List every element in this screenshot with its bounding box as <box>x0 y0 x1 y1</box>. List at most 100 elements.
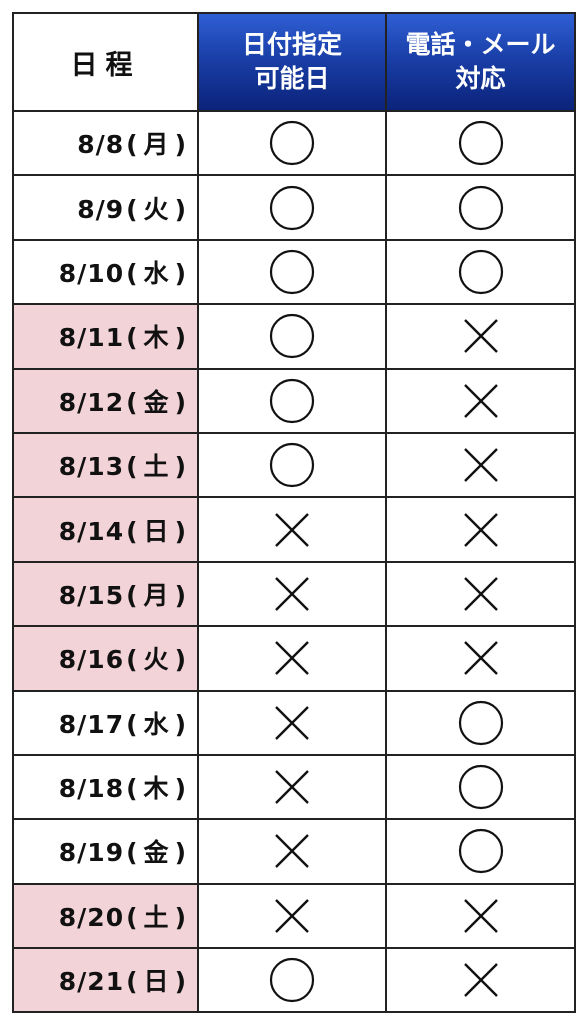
circle-mark-icon <box>458 700 503 745</box>
table-row: 8/20(土) <box>12 882 576 950</box>
weekday-text: 月 <box>143 130 170 160</box>
cross-mark-icon <box>463 319 498 354</box>
circle-mark-icon <box>458 121 503 166</box>
date-text: 8/12 <box>58 387 125 417</box>
cross-mark-icon <box>275 705 309 740</box>
date-text: 8/14 <box>58 516 125 546</box>
table-row: 8/12(金) <box>12 367 576 434</box>
date-available-cell <box>197 303 387 370</box>
date-available-cell <box>197 818 387 885</box>
contact-cell <box>385 947 576 1014</box>
cross-mark-icon <box>463 963 498 998</box>
table-row: 8/17(水) <box>12 689 576 756</box>
circle-mark-icon <box>458 185 503 230</box>
table-row: 8/8(月) <box>12 109 576 177</box>
circle-mark-icon <box>269 185 315 230</box>
contact-cell <box>385 689 576 756</box>
contact-cell <box>385 174 576 241</box>
circle-mark-icon <box>458 764 503 810</box>
header-date: 日程 <box>12 12 199 112</box>
cross-mark-icon <box>275 770 309 804</box>
weekday-text: 月 <box>143 580 170 610</box>
weekday-text: 土 <box>143 452 170 482</box>
date-cell: 8/10(水) <box>12 238 199 306</box>
weekday-text: 火 <box>143 194 170 224</box>
date-available-cell <box>197 431 387 499</box>
date-available-cell <box>197 689 387 756</box>
cross-mark-icon <box>463 899 498 933</box>
table-row: 8/10(水) <box>12 238 576 306</box>
cross-mark-icon <box>463 383 498 418</box>
date-text: 8/21 <box>58 967 125 997</box>
weekday-text: 日 <box>143 967 170 997</box>
date-available-cell <box>197 947 387 1014</box>
contact-cell <box>385 367 576 434</box>
table-row: 8/9(火) <box>12 174 576 241</box>
table-row: 8/18(木) <box>12 753 576 821</box>
contact-cell <box>385 109 576 177</box>
date-text: 8/10 <box>58 258 125 288</box>
date-cell: 8/13(土) <box>12 431 199 499</box>
weekday-text: 木 <box>143 774 170 804</box>
cross-mark-icon <box>275 512 309 547</box>
date-text: 8/18 <box>58 774 125 804</box>
date-cell: 8/15(月) <box>12 560 199 628</box>
circle-mark-icon <box>269 249 315 295</box>
date-available-cell <box>197 496 387 563</box>
date-text: 8/11 <box>58 323 125 353</box>
table-row: 8/11(木) <box>12 303 576 370</box>
circle-mark-icon <box>458 249 503 295</box>
date-cell: 8/8(月) <box>12 109 199 177</box>
cross-mark-icon <box>275 577 309 611</box>
cross-mark-icon <box>275 899 309 933</box>
weekday-text: 日 <box>143 516 170 546</box>
weekday-text: 土 <box>143 902 170 932</box>
table-row: 8/21(日) <box>12 947 576 1014</box>
weekday-text: 木 <box>143 323 170 353</box>
date-available-cell <box>197 238 387 306</box>
date-text: 8/9 <box>77 194 125 224</box>
weekday-text: 火 <box>143 645 170 675</box>
weekday-text: 水 <box>143 258 170 288</box>
date-text: 8/13 <box>58 452 125 482</box>
date-available-cell <box>197 882 387 950</box>
date-cell: 8/16(火) <box>12 625 199 692</box>
date-available-cell <box>197 625 387 692</box>
table-row: 8/15(月) <box>12 560 576 628</box>
date-text: 8/15 <box>58 580 125 610</box>
header-contact-line1: 電話・メール <box>405 30 556 59</box>
header-row: 日程 日付指定 可能日 電話・メール 対応 <box>12 12 576 112</box>
header-date-available-line2: 可能日 <box>254 64 330 93</box>
date-cell: 8/14(日) <box>12 496 199 563</box>
date-cell: 8/12(金) <box>12 367 199 434</box>
date-cell: 8/19(金) <box>12 818 199 885</box>
weekday-text: 金 <box>143 838 170 868</box>
contact-cell <box>385 882 576 950</box>
circle-mark-icon <box>269 314 315 359</box>
date-available-cell <box>197 560 387 628</box>
circle-mark-icon <box>269 958 315 1003</box>
header-date-available: 日付指定 可能日 <box>197 12 387 112</box>
contact-cell <box>385 238 576 306</box>
date-available-cell <box>197 753 387 821</box>
contact-cell <box>385 431 576 499</box>
cross-mark-icon <box>463 512 498 547</box>
circle-mark-icon <box>269 378 315 423</box>
date-available-cell <box>197 109 387 177</box>
cross-mark-icon <box>275 834 309 869</box>
contact-cell <box>385 625 576 692</box>
schedule-body: 8/8(月) 8/9(火) 8/10(水) 8/11(木) 8/12(金) 8/13(土)… <box>12 109 576 1014</box>
table-row: 8/19(金) <box>12 818 576 885</box>
date-text: 8/8 <box>77 130 125 160</box>
header-contact-line2: 対応 <box>455 64 506 93</box>
cross-mark-icon <box>275 641 309 676</box>
date-text: 8/19 <box>58 838 125 868</box>
table-row: 8/16(火) <box>12 625 576 692</box>
date-cell: 8/17(水) <box>12 689 199 756</box>
contact-cell <box>385 818 576 885</box>
cross-mark-icon <box>463 577 498 611</box>
cross-mark-icon <box>463 448 498 482</box>
circle-mark-icon <box>269 443 315 488</box>
circle-mark-icon <box>269 121 315 166</box>
cross-mark-icon <box>463 641 498 676</box>
